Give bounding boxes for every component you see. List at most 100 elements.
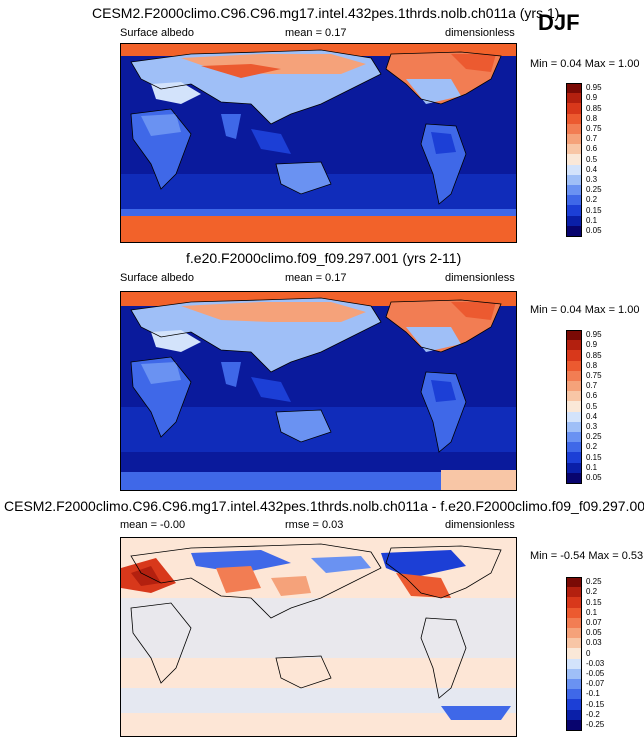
panel3-minmax-label: Min = -0.54 Max = 0.53: [530, 550, 644, 562]
panel3-map: [120, 537, 517, 737]
colorbar-swatch: [566, 225, 582, 237]
colorbar-tick-label: 0.25: [586, 432, 602, 442]
colorbar-tick-label: 0.85: [586, 103, 602, 113]
colorbar-tick-label: 0.5: [586, 154, 598, 164]
colorbar-swatch: [566, 617, 582, 628]
colorbar-swatch: [566, 577, 582, 589]
colorbar-swatch: [566, 668, 582, 679]
colorbar-swatch: [566, 628, 582, 639]
colorbar-tick-label: 0.9: [586, 340, 598, 350]
colorbar-swatch: [566, 421, 582, 432]
panel2-map-graphic: [121, 292, 516, 490]
colorbar-tick-label: 0.25: [586, 185, 602, 195]
colorbar-swatch: [566, 103, 582, 114]
colorbar-swatch: [566, 597, 582, 608]
colorbar-tick-label: 0.6: [586, 144, 598, 154]
colorbar-tick-label: 0.8: [586, 360, 598, 370]
colorbar-swatch: [566, 472, 582, 484]
colorbar-tick-label: 0.95: [586, 330, 602, 340]
panel3-rmse-label: rmse = 0.03: [285, 519, 344, 531]
colorbar-swatch: [566, 360, 582, 371]
colorbar-tick-label: 0.03: [586, 638, 602, 648]
colorbar-swatch: [566, 350, 582, 361]
panel2-map: [120, 291, 517, 491]
colorbar-tick-label: 0.9: [586, 93, 598, 103]
panel1-minmax-label: Min = 0.04 Max = 1.00: [530, 58, 640, 70]
colorbar-swatch: [566, 679, 582, 690]
panel2-title: f.e20.F2000climo.f09_f09.297.001 (yrs 2-…: [186, 250, 462, 266]
colorbar-tick-label: 0.85: [586, 350, 602, 360]
panel2-minmax-label: Min = 0.04 Max = 1.00: [530, 304, 640, 316]
colorbar-swatch: [566, 411, 582, 422]
colorbar-tick-label: 0.05: [586, 472, 602, 482]
colorbar-swatch: [566, 174, 582, 185]
colorbar-swatch: [566, 340, 582, 351]
colorbar-swatch: [566, 93, 582, 104]
colorbar-tick-label: 0.7: [586, 134, 598, 144]
colorbar-tick-label: 0.3: [586, 174, 598, 184]
colorbar-swatch: [566, 587, 582, 598]
colorbar-tick-label: 0.1: [586, 462, 598, 472]
colorbar-swatch: [566, 83, 582, 95]
panel3-units-label: dimensionless: [445, 519, 515, 531]
colorbar-tick-label: 0.25: [586, 577, 602, 587]
colorbar-tick-label: -0.2: [586, 709, 600, 719]
colorbar-swatch: [566, 205, 582, 216]
colorbar-tick-label: 0.5: [586, 401, 598, 411]
colorbar-tick-label: 0.8: [586, 113, 598, 123]
colorbar-tick-label: 0.15: [586, 205, 602, 215]
colorbar-tick-label: 0.2: [586, 442, 598, 452]
colorbar-swatch: [566, 330, 582, 342]
colorbar-swatch: [566, 123, 582, 134]
colorbar-tick-label: 0.15: [586, 597, 602, 607]
colorbar-swatch: [566, 638, 582, 649]
colorbar-swatch: [566, 442, 582, 453]
colorbar-swatch: [566, 185, 582, 196]
colorbar-swatch: [566, 432, 582, 443]
colorbar-swatch: [566, 689, 582, 700]
colorbar-swatch: [566, 607, 582, 618]
panel1-variable-label: Surface albedo: [120, 27, 194, 39]
colorbar-tick-label: -0.1: [586, 689, 600, 699]
colorbar-swatch: [566, 154, 582, 165]
panel1-units-label: dimensionless: [445, 27, 515, 39]
panel2-variable-label: Surface albedo: [120, 272, 194, 284]
colorbar-swatch: [566, 381, 582, 392]
colorbar-tick-label: 0.07: [586, 617, 602, 627]
colorbar-tick-label: 0.7: [586, 381, 598, 391]
colorbar-tick-label: 0.4: [586, 164, 598, 174]
colorbar-swatch: [566, 195, 582, 206]
colorbar-tick-label: 0.6: [586, 391, 598, 401]
colorbar-tick-label: 0: [586, 648, 591, 658]
colorbar-swatch: [566, 370, 582, 381]
colorbar-tick-label: 0.75: [586, 370, 602, 380]
colorbar-tick-label: 0.1: [586, 607, 598, 617]
colorbar-swatch: [566, 401, 582, 412]
colorbar-swatch: [566, 134, 582, 145]
colorbar-tick-label: 0.4: [586, 411, 598, 421]
colorbar-tick-label: 0.3: [586, 421, 598, 431]
colorbar-tick-label: 0.2: [586, 587, 598, 597]
panel1-map: [120, 43, 517, 243]
colorbar-swatch: [566, 164, 582, 175]
colorbar-swatch: [566, 719, 582, 731]
colorbar-tick-label: -0.03: [586, 658, 605, 668]
colorbar-tick-label: -0.07: [586, 679, 605, 689]
colorbar-swatch: [566, 113, 582, 124]
colorbar-tick-label: -0.25: [586, 719, 605, 729]
colorbar-swatch: [566, 462, 582, 473]
panel1-map-graphic: [121, 44, 516, 242]
colorbar-tick-label: 0.15: [586, 452, 602, 462]
colorbar-tick-label: -0.15: [586, 699, 605, 709]
panel2-units-label: dimensionless: [445, 272, 515, 284]
colorbar-tick-label: 0.05: [586, 225, 602, 235]
panel3-map-graphic: [121, 538, 516, 736]
colorbar-swatch: [566, 144, 582, 155]
colorbar-swatch: [566, 648, 582, 659]
colorbar-swatch: [566, 699, 582, 710]
colorbar-swatch: [566, 658, 582, 669]
season-label: DJF: [538, 10, 580, 35]
panel3-mean-label: mean = -0.00: [120, 519, 186, 531]
colorbar-swatch: [566, 452, 582, 463]
colorbar-tick-label: 0.1: [586, 215, 598, 225]
